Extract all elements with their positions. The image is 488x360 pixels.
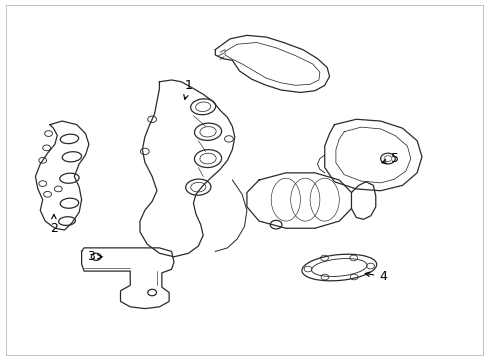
Text: 5: 5 [381, 152, 398, 165]
Text: 1: 1 [183, 79, 192, 99]
Text: 3: 3 [87, 250, 102, 263]
Text: 4: 4 [365, 270, 386, 283]
Text: 2: 2 [50, 215, 58, 235]
